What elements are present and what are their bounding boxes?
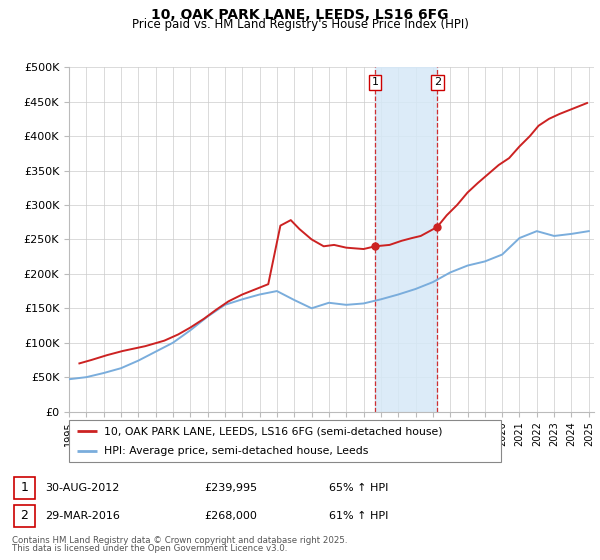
Text: 65% ↑ HPI: 65% ↑ HPI [329, 483, 388, 493]
Text: £268,000: £268,000 [204, 511, 257, 521]
Text: 29-MAR-2016: 29-MAR-2016 [46, 511, 121, 521]
FancyBboxPatch shape [14, 477, 35, 498]
Text: 10, OAK PARK LANE, LEEDS, LS16 6FG (semi-detached house): 10, OAK PARK LANE, LEEDS, LS16 6FG (semi… [104, 426, 442, 436]
Text: 2: 2 [434, 77, 441, 87]
Text: 61% ↑ HPI: 61% ↑ HPI [329, 511, 388, 521]
Text: 10, OAK PARK LANE, LEEDS, LS16 6FG: 10, OAK PARK LANE, LEEDS, LS16 6FG [151, 8, 449, 22]
Text: Price paid vs. HM Land Registry's House Price Index (HPI): Price paid vs. HM Land Registry's House … [131, 18, 469, 31]
Text: 1: 1 [371, 77, 379, 87]
Text: 1: 1 [20, 481, 28, 494]
Text: 2: 2 [20, 509, 28, 522]
FancyBboxPatch shape [69, 420, 501, 462]
FancyBboxPatch shape [14, 505, 35, 526]
Text: This data is licensed under the Open Government Licence v3.0.: This data is licensed under the Open Gov… [12, 544, 287, 553]
Text: £239,995: £239,995 [204, 483, 257, 493]
Text: Contains HM Land Registry data © Crown copyright and database right 2025.: Contains HM Land Registry data © Crown c… [12, 536, 347, 545]
Bar [375, 67, 437, 412]
Text: 30-AUG-2012: 30-AUG-2012 [46, 483, 120, 493]
Text: HPI: Average price, semi-detached house, Leeds: HPI: Average price, semi-detached house,… [104, 446, 368, 456]
